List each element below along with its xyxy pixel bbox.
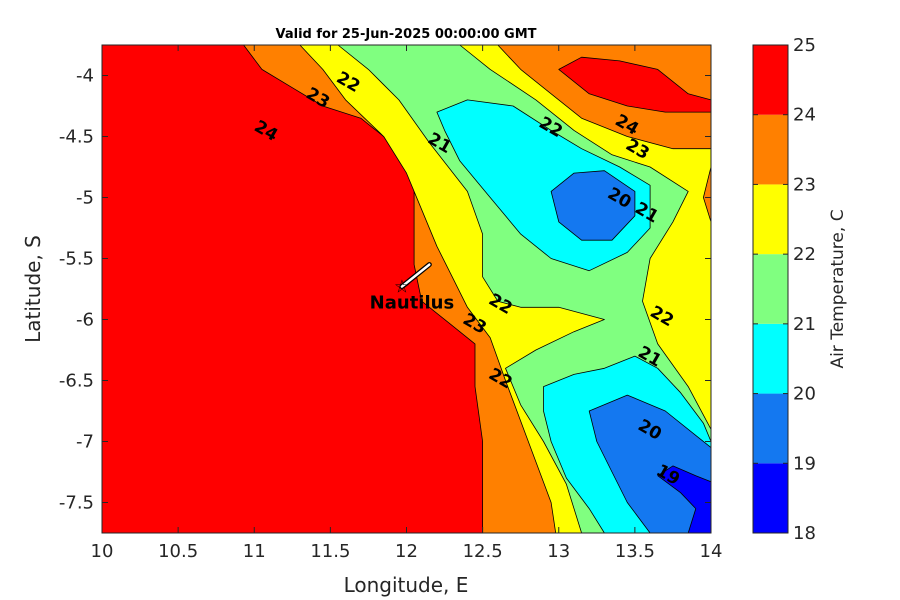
colorbar-segment (753, 114, 788, 185)
colorbar-segment (753, 184, 788, 255)
colorbar-segment (753, 463, 788, 533)
x-tick-label: 14 (700, 541, 723, 562)
x-tick-label: 12.5 (463, 541, 503, 562)
colorbar-tick-label: 21 (793, 314, 816, 335)
temperature-contours (243, 44, 712, 534)
colorbar-tick-label: 20 (793, 384, 816, 405)
x-tick-label: 13.5 (615, 541, 655, 562)
wind-vector (400, 263, 431, 288)
y-tick-label: -6.5 (59, 371, 94, 392)
chart-title: Valid for 25-Jun-2025 00:00:00 GMT (276, 27, 537, 42)
y-tick-label: -7 (76, 432, 94, 453)
x-tick-label: 11.5 (310, 541, 350, 562)
colorbar-tick-label: 19 (793, 453, 816, 474)
colorbar-label: Air Temperature, C (828, 209, 848, 368)
marker-label: Nautilus (370, 293, 455, 314)
y-tick-label: -6 (76, 310, 94, 331)
x-axis-ticks: 10 10.5 11 11.5 12 12.5 13 13.5 14 (91, 45, 723, 562)
colorbar-tick-label: 22 (793, 244, 816, 265)
x-tick-label: 13 (547, 541, 570, 562)
colorbar-segment (753, 393, 788, 464)
colorbar-tick-label: 25 (793, 35, 816, 56)
y-tick-label: -4 (76, 66, 94, 87)
star-icon: ☆ (394, 277, 410, 298)
colorbar-frame (752, 44, 789, 534)
y-axis-label: Latitude, S (21, 235, 45, 343)
colorbar-segment (753, 323, 788, 394)
x-tick-label: 11 (243, 541, 266, 562)
y-tick-label: -5 (76, 188, 94, 209)
station-marker: ☆Nautilus (370, 262, 455, 314)
colorbar-tick-label: 18 (793, 523, 816, 544)
colorbar: 18 19 20 21 22 23 24 25 (752, 35, 816, 544)
y-tick-label: -7.5 (59, 493, 94, 514)
colorbar-segment (753, 45, 788, 115)
y-tick-label: -5.5 (59, 249, 94, 270)
x-tick-label: 12 (395, 541, 418, 562)
y-tick-label: -4.5 (59, 127, 94, 148)
y-axis-ticks: -4 -4.5 -5 -5.5 -6 -6.5 -7 -7.5 (59, 66, 711, 514)
x-tick-label: 10.5 (158, 541, 198, 562)
x-axis-label: Longitude, E (344, 573, 469, 597)
colorbar-tick-label: 23 (793, 174, 816, 195)
contour-region-19 (550, 170, 636, 241)
x-tick-label: 10 (91, 541, 114, 562)
colorbar-tick-label: 24 (793, 105, 816, 126)
colorbar-segment (753, 254, 788, 324)
